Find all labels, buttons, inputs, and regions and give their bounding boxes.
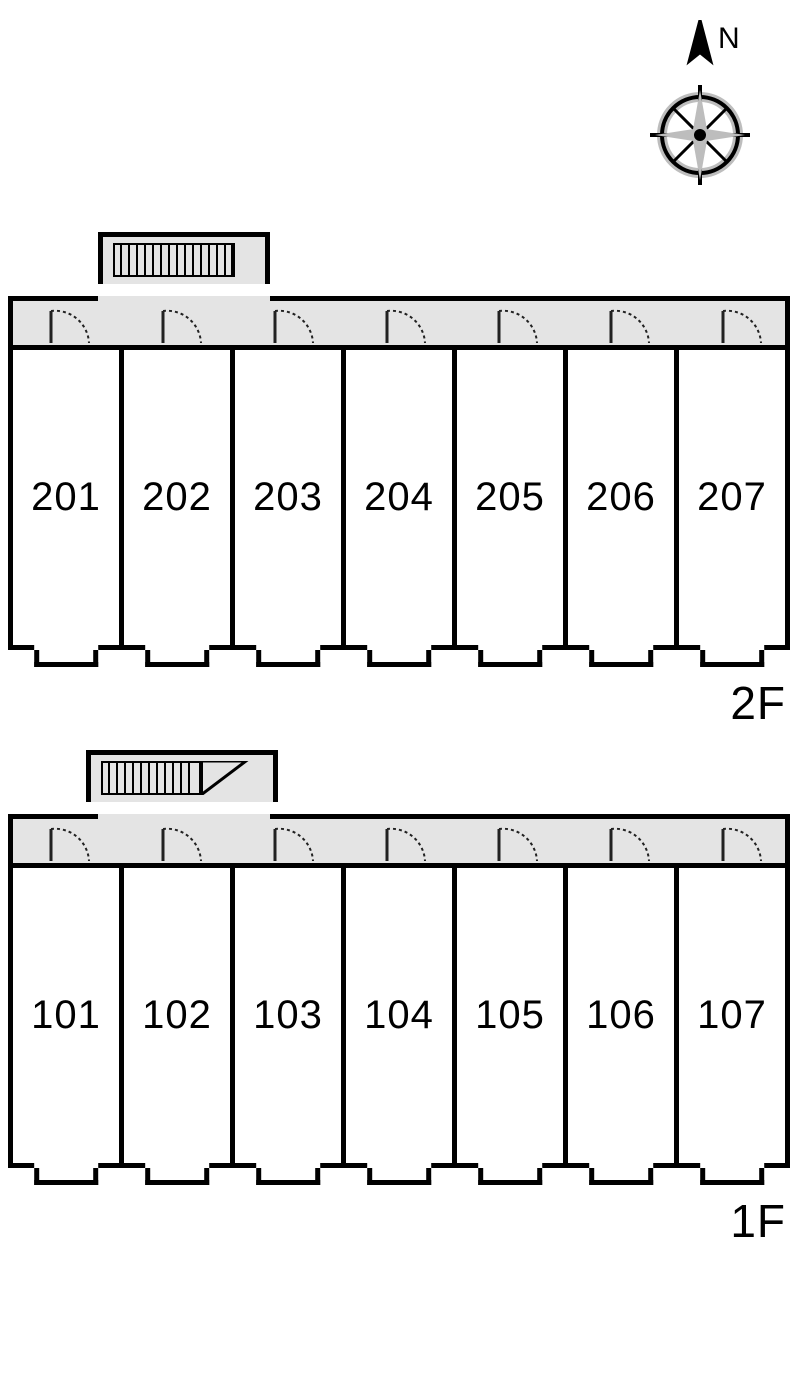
door-arc-icon — [161, 305, 207, 345]
balcony-icon — [589, 649, 653, 667]
room-label: 201 — [31, 475, 101, 520]
room-label: 107 — [697, 993, 767, 1038]
door-arc-icon — [49, 823, 95, 863]
balcony-icon — [34, 649, 98, 667]
room-label: 203 — [253, 475, 323, 520]
unit-201: 201 — [13, 350, 124, 650]
door-arc-icon — [49, 305, 95, 345]
unit-102: 102 — [124, 868, 235, 1168]
corridor-2f — [8, 296, 790, 350]
room-label: 102 — [142, 993, 212, 1038]
room-label: 104 — [364, 993, 434, 1038]
unit-203: 203 — [235, 350, 346, 650]
door-arc-icon — [721, 305, 767, 345]
room-label: 106 — [586, 993, 656, 1038]
door-arc-icon — [273, 305, 319, 345]
unit-205: 205 — [457, 350, 568, 650]
unit-206: 206 — [568, 350, 679, 650]
room-label: 103 — [253, 993, 323, 1038]
floor-1-plan: 101 102 103 104 105 106 107 — [8, 750, 790, 1168]
unit-103: 103 — [235, 868, 346, 1168]
door-arc-icon — [609, 823, 655, 863]
balcony-icon — [256, 1167, 320, 1185]
room-label: 206 — [586, 475, 656, 520]
unit-101: 101 — [13, 868, 124, 1168]
room-label: 207 — [697, 475, 767, 520]
units-row-2f: 201 202 203 204 205 206 207 — [8, 350, 790, 650]
door-arc-icon — [497, 305, 543, 345]
room-label: 202 — [142, 475, 212, 520]
balcony-icon — [256, 649, 320, 667]
stair-area-1f — [8, 750, 790, 814]
stair-icon — [98, 232, 270, 284]
balcony-icon — [478, 649, 542, 667]
compass-icon: N — [640, 20, 760, 190]
balcony-icon — [367, 649, 431, 667]
balcony-icon — [478, 1167, 542, 1185]
unit-106: 106 — [568, 868, 679, 1168]
door-arc-row-1f — [13, 823, 785, 863]
door-arc-icon — [273, 823, 319, 863]
balcony-icon — [145, 649, 209, 667]
room-label: 205 — [475, 475, 545, 520]
unit-105: 105 — [457, 868, 568, 1168]
balcony-icon — [700, 649, 764, 667]
door-arc-icon — [385, 305, 431, 345]
stair-area-2f — [8, 232, 790, 296]
balcony-icon — [367, 1167, 431, 1185]
svg-text:N: N — [718, 22, 740, 55]
door-arc-icon — [385, 823, 431, 863]
units-row-1f: 101 102 103 104 105 106 107 — [8, 868, 790, 1168]
door-arc-row-2f — [13, 305, 785, 345]
floor-plan-page: N — [0, 0, 800, 1373]
balcony-icon — [34, 1167, 98, 1185]
corridor-1f — [8, 814, 790, 868]
unit-204: 204 — [346, 350, 457, 650]
unit-202: 202 — [124, 350, 235, 650]
floor-label-1f: 1F — [730, 1194, 786, 1248]
balcony-icon — [589, 1167, 653, 1185]
floor-2-plan: 201 202 203 204 205 206 207 — [8, 232, 790, 650]
door-arc-icon — [497, 823, 543, 863]
unit-104: 104 — [346, 868, 457, 1168]
room-label: 204 — [364, 475, 434, 520]
door-arc-icon — [161, 823, 207, 863]
door-arc-icon — [609, 305, 655, 345]
balcony-icon — [700, 1167, 764, 1185]
unit-207: 207 — [679, 350, 790, 650]
balcony-icon — [145, 1167, 209, 1185]
unit-107: 107 — [679, 868, 790, 1168]
room-label: 101 — [31, 993, 101, 1038]
door-arc-icon — [721, 823, 767, 863]
floor-label-2f: 2F — [730, 676, 786, 730]
room-label: 105 — [475, 993, 545, 1038]
stair-icon — [86, 750, 278, 802]
